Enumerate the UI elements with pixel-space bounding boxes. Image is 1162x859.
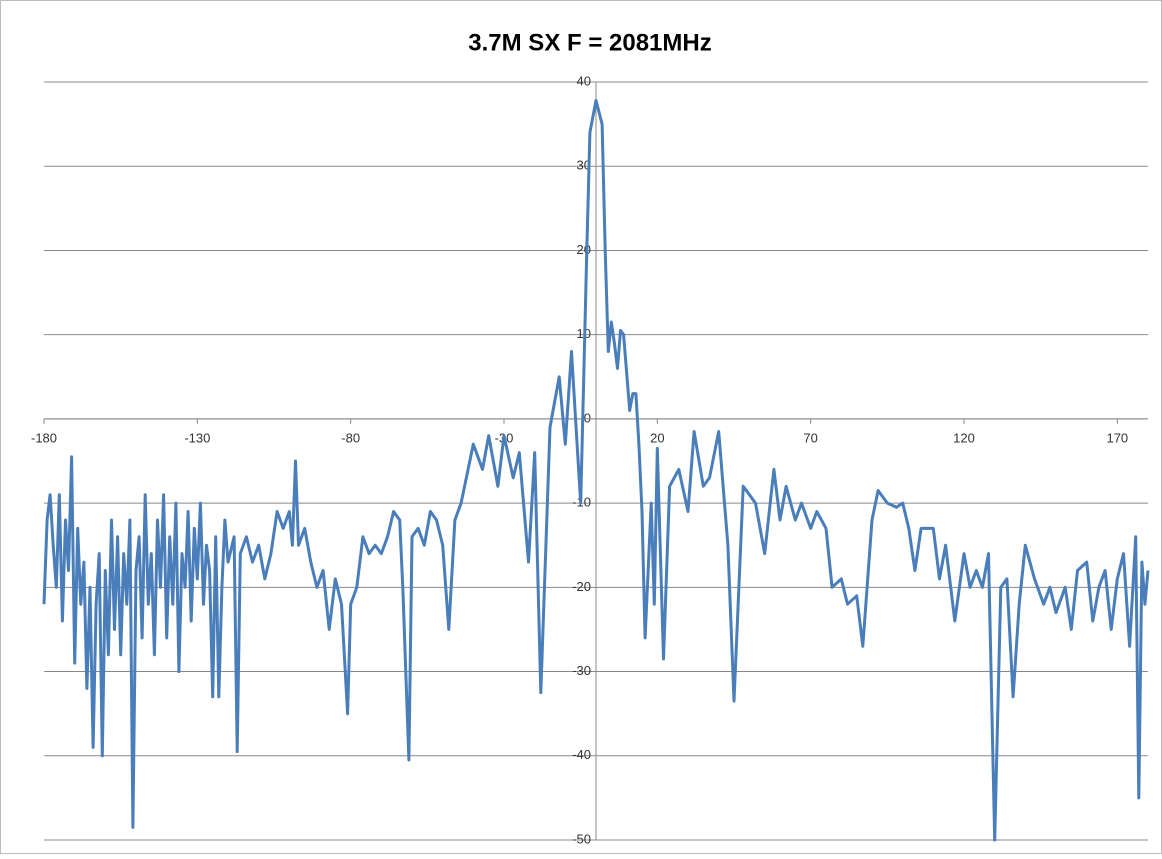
y-tick-label: 40 [577, 73, 591, 88]
y-tick-label: 0 [584, 410, 591, 425]
y-tick-label: 20 [577, 242, 591, 257]
x-tick-label: -130 [184, 430, 210, 445]
x-tick-label: 170 [1106, 430, 1128, 445]
chart-title: 3.7M SX F = 2081MHz [468, 29, 711, 56]
x-tick-label: 120 [953, 430, 975, 445]
y-tick-label: 30 [577, 158, 591, 173]
y-tick-label: -20 [572, 579, 591, 594]
y-tick-label: -40 [572, 747, 591, 762]
y-tick-label: -30 [572, 663, 591, 678]
x-tick-label: -80 [341, 430, 360, 445]
x-tick-label: -180 [31, 430, 57, 445]
y-tick-label: -50 [572, 831, 591, 846]
x-tick-label: 70 [803, 430, 817, 445]
x-tick-label: 20 [650, 430, 664, 445]
data-line [42, 99, 1150, 842]
